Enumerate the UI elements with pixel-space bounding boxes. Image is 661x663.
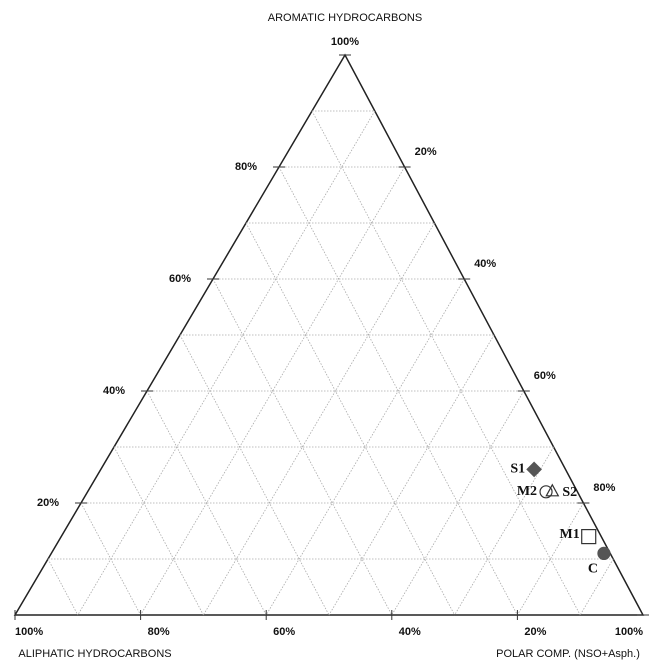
point-label: M1 <box>560 527 580 542</box>
top-axis-title: AROMATIC HYDROCARBONS <box>268 12 422 24</box>
grid-line <box>77 110 376 616</box>
point-label: M2 <box>517 484 537 499</box>
aliphatic-tick-label: 40% <box>399 626 421 638</box>
left-axis-title: ALIPHATIC HYDROCARBONS <box>18 648 171 660</box>
point-circle <box>597 546 611 561</box>
grid-line <box>454 446 554 616</box>
aromatic-tick-label: 20% <box>37 497 59 509</box>
aliphatic-tick-label: 20% <box>524 626 546 638</box>
grid-line <box>140 166 405 616</box>
grid-line <box>179 334 330 616</box>
aromatic-tick-label: 80% <box>235 161 257 173</box>
grid-line <box>146 390 267 616</box>
grid-line <box>203 222 435 616</box>
aliphatic-tick-label: 100% <box>15 626 43 638</box>
aliphatic-tick-label: 80% <box>148 626 170 638</box>
grid-line <box>265 278 465 616</box>
grid-line <box>47 558 79 616</box>
grid-line <box>579 558 614 616</box>
point-circle <box>539 485 553 499</box>
grid-line <box>328 334 495 616</box>
point-diamond <box>526 461 542 478</box>
grid-line <box>391 390 525 616</box>
grid-line <box>517 502 584 616</box>
aromatic-tick-label: 60% <box>169 273 191 285</box>
polar-tick-label: 100% <box>615 626 643 638</box>
polar-tick-label: 80% <box>593 482 615 494</box>
point-star <box>545 483 560 497</box>
grid-line <box>278 166 518 616</box>
point-label: S1 <box>510 462 525 477</box>
right-axis-title: POLAR COMP. (NSO+Asph.) <box>496 648 640 660</box>
polar-tick-label: 20% <box>415 146 437 158</box>
polar-tick-label: 60% <box>534 370 556 382</box>
polar-tick-label: 40% <box>474 258 496 270</box>
aromatic-tick-label: 40% <box>103 385 125 397</box>
aliphatic-tick-label: 60% <box>273 626 295 638</box>
point-square <box>581 528 597 545</box>
aromatic-tick-label: 100% <box>331 36 359 48</box>
grid-line <box>245 222 455 616</box>
triangle-frame <box>13 53 645 616</box>
point-label: C <box>588 562 598 577</box>
point-label: S2 <box>562 485 577 500</box>
grid-line <box>311 110 581 616</box>
grid-line <box>80 502 141 616</box>
grid-line <box>212 278 393 616</box>
